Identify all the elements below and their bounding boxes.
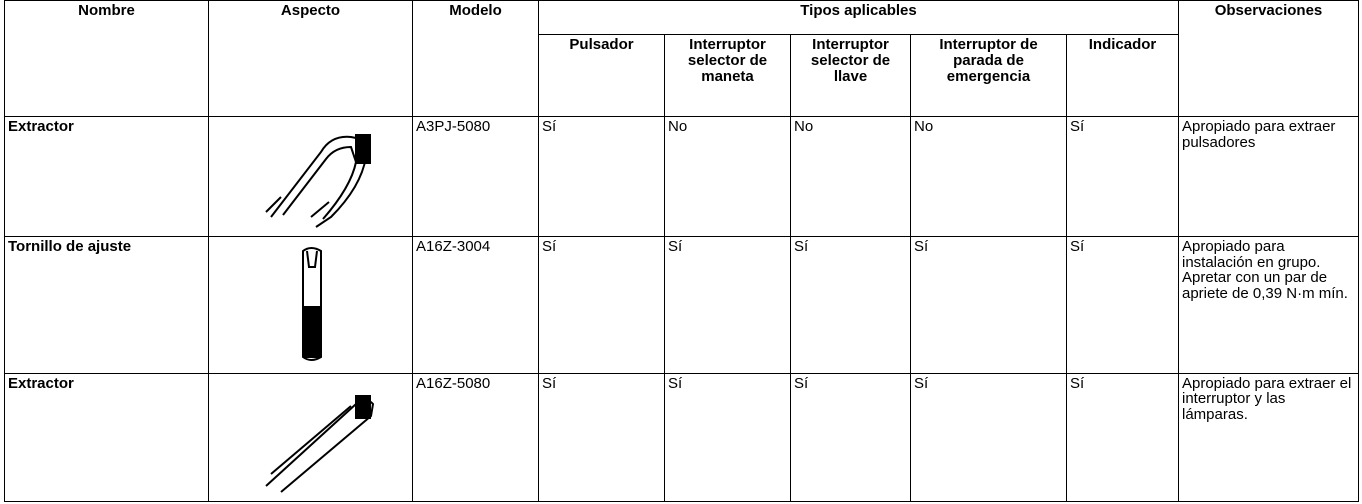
header-cell: Tipos aplicables	[538, 0, 1179, 35]
type-cell: Sí	[664, 372, 791, 503]
type-cell: Sí	[1066, 116, 1179, 237]
type-cell: Sí	[790, 372, 911, 503]
type-cell: Sí	[910, 235, 1067, 374]
header-cell: Aspecto	[208, 0, 413, 117]
image-cell	[208, 372, 413, 503]
observation-cell: Apropiado para instalación en grupo. Apre…	[1178, 235, 1359, 374]
type-cell: No	[790, 116, 911, 237]
extractor-icon	[264, 134, 371, 228]
subheader-cell: Indicador	[1066, 34, 1179, 117]
model-cell: A3PJ-5080	[412, 116, 539, 237]
image-cell	[208, 116, 413, 237]
model-cell: A16Z-3004	[412, 235, 539, 374]
type-cell: Sí	[1066, 235, 1179, 374]
type-cell: Sí	[790, 235, 911, 374]
type-cell: No	[664, 116, 791, 237]
type-cell: Sí	[538, 116, 665, 237]
model-cell: A16Z-5080	[412, 372, 539, 503]
screw-icon	[301, 246, 322, 361]
observation-line: Apropiado para instalación en grupo.	[1182, 237, 1321, 271]
type-cell: Sí	[664, 235, 791, 374]
name-cell: Extractor	[4, 116, 209, 237]
header-cell: Nombre	[4, 0, 209, 117]
subheader-cell: Pulsador	[538, 34, 665, 117]
type-cell: Sí	[910, 372, 1067, 503]
observation-cell: Apropiado para extraer el interruptor y …	[1178, 372, 1359, 503]
header-cell: Modelo	[412, 0, 539, 117]
type-cell: Sí	[538, 235, 665, 374]
observation-line: Apropiado para extraer pulsadores	[1182, 118, 1336, 151]
subheader-cell: Interruptor selector de maneta	[664, 34, 791, 117]
type-cell: Sí	[1066, 372, 1179, 503]
type-cell: Sí	[538, 372, 665, 503]
tweezers-icon	[264, 394, 374, 493]
name-cell: Extractor	[4, 372, 209, 503]
subheader-cell: Interruptor selector de llave	[790, 34, 911, 117]
observation-line: Apretar con un par de apriete de 0,39 N·…	[1182, 269, 1348, 302]
observation-line: Apropiado para extraer el interruptor y …	[1182, 374, 1352, 423]
name-cell: Tornillo de ajuste	[4, 235, 209, 374]
image-cell	[208, 235, 413, 374]
subheader-cell: Interruptor de parada de emergencia	[910, 34, 1067, 117]
header-cell: Observaciones	[1178, 0, 1359, 117]
type-cell: No	[910, 116, 1067, 237]
accessories-table: Nombre Aspecto Modelo Tipos aplicables O…	[4, 0, 1359, 503]
observation-cell: Apropiado para extraer pulsadores	[1178, 116, 1359, 237]
